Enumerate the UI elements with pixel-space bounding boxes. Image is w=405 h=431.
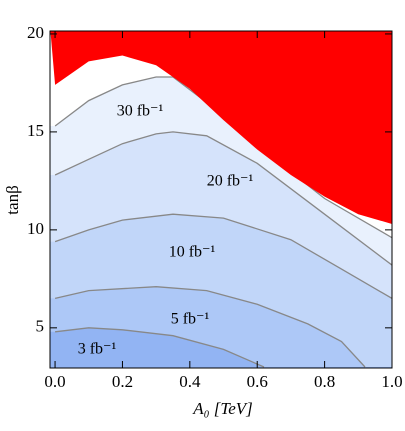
contour-region <box>50 327 392 368</box>
y-tick-label: 5 <box>36 317 45 336</box>
y-tick-label: 15 <box>27 121 44 140</box>
x-tick-label: 0.6 <box>247 372 268 391</box>
x-tick-label: 0.2 <box>112 372 133 391</box>
excluded-region <box>50 31 392 224</box>
y-tick-label: 10 <box>27 219 44 238</box>
contour-label: 5 fb⁻¹ <box>171 311 210 328</box>
contour-line <box>54 213 392 299</box>
contour-label: 3 fb⁻¹ <box>78 341 117 358</box>
contour-label: 20 fb⁻¹ <box>207 173 254 190</box>
contour-label: 10 fb⁻¹ <box>169 244 216 261</box>
contour-line <box>54 131 392 266</box>
contour-line <box>55 327 265 368</box>
x-tick-label: 0.8 <box>314 372 335 391</box>
contour-label: 30 fb⁻¹ <box>117 103 164 120</box>
plot-area <box>50 31 392 368</box>
frame <box>49 30 393 369</box>
y-tick-label: 20 <box>27 23 44 42</box>
y-axis-label: tanβ <box>3 185 22 214</box>
contour-line <box>54 286 366 368</box>
x-tick-label: 1.0 <box>381 372 402 391</box>
x-tick-label: 0.0 <box>44 372 65 391</box>
x-tick-label: 0.4 <box>179 372 201 391</box>
x-axis-label: A₀ [TeV] <box>192 399 253 418</box>
